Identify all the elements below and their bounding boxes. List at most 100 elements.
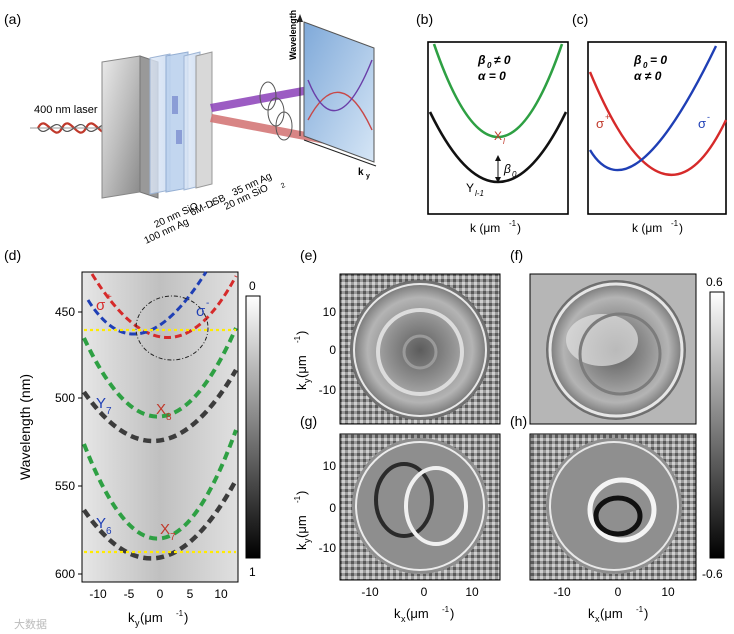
c-xlabel-end: ) <box>679 221 683 235</box>
e-ylabel-sub: y <box>302 378 312 383</box>
d-y7-sub: 7 <box>106 406 112 417</box>
map-f-inner-bright <box>566 314 638 366</box>
g-xtick-0: 0 <box>421 585 428 599</box>
g-ylabel-exp: -1 <box>293 495 302 503</box>
h-xlabel-exp: -1 <box>636 605 644 614</box>
layer-label-2-sub: 2 <box>210 200 217 208</box>
d-ylabel: Wavelength (nm) <box>17 374 33 480</box>
c-cond2: α ≠ 0 <box>634 69 662 83</box>
d-ytick-600: 600 <box>55 567 75 581</box>
g-xlabel-sub: x <box>401 614 406 624</box>
g-ylabel-end: (μm <box>294 515 309 538</box>
panel-e: (e) <box>300 247 501 425</box>
c-left-sup: + <box>605 112 610 122</box>
panel-b: (b) β 0 ≠ 0 α = 0 X l β 0 Y l-1 k (μm -1… <box>416 11 569 235</box>
map-e-disk <box>350 280 490 420</box>
c-cond1-sub: 0 <box>643 61 648 70</box>
d-sp: σ <box>96 297 106 314</box>
c-right-sup: - <box>707 112 710 122</box>
d-colorbar <box>245 295 261 559</box>
b-lower-label: Y <box>466 181 474 195</box>
d-x7: X <box>160 521 170 538</box>
panel-c: (c) β 0 = 0 α ≠ 0 σ + σ - k (μm -1 ) <box>572 11 728 235</box>
g-ytick-10: 10 <box>323 459 337 473</box>
d-ytick-500: 500 <box>55 391 75 405</box>
screen-ylabel: Wavelength <box>288 10 298 60</box>
watermark: 大数据 <box>14 617 47 631</box>
d-xtick-0: 0 <box>157 587 164 601</box>
d-xtick-5: 5 <box>187 587 194 601</box>
screen-dispersion <box>307 59 373 131</box>
d-sigma-plus-band <box>90 273 238 339</box>
b-cond2: α = 0 <box>478 69 506 83</box>
h-xlabel-end: (μm <box>600 606 623 621</box>
d-xlabel-exp: -1 <box>176 609 184 618</box>
map-g-ring-outer <box>355 441 485 571</box>
screen-xlabel: k <box>358 167 364 178</box>
d-sm-sup: - <box>206 298 209 309</box>
d-xlabel-sub: y <box>135 618 140 628</box>
d-xtick-10: 10 <box>214 587 228 601</box>
h-xtick-0: 0 <box>615 585 622 599</box>
panel-a-label: (a) <box>4 11 21 27</box>
b-gap-arrow-down <box>495 177 501 183</box>
map-f-ring-mid <box>578 312 662 396</box>
c-cond1-rest: = 0 <box>650 53 667 67</box>
g-xlabel-close: ) <box>450 606 454 621</box>
map-e-ring-outer <box>353 283 487 417</box>
dsb-mark-2 <box>176 130 182 144</box>
d-xtick-m5: -5 <box>124 587 135 601</box>
panel-b-label: (b) <box>416 11 433 27</box>
b-upper-label: X <box>494 129 502 143</box>
panel-a: (a) 400 nm laser 100 nm Ag 20 nm SiO 2 6… <box>4 10 377 247</box>
e-ylabel-close: ) <box>294 331 309 335</box>
polarization-circles <box>259 81 293 141</box>
h-xlabel-group: k x (μm -1 ) <box>588 605 648 624</box>
panel-b-frame <box>427 41 569 215</box>
d-sm: σ <box>196 303 206 320</box>
b-gap-arrow-up <box>495 155 501 161</box>
d-black-bands <box>82 368 238 561</box>
d-y6-sub: 6 <box>106 526 112 537</box>
h-xtick-m10: -10 <box>553 585 571 599</box>
c-xlabel-exp: -1 <box>671 219 679 228</box>
d-colorbar-bottom: 1 <box>249 565 256 579</box>
panel-c-label: (c) <box>572 11 588 27</box>
laser-label: 400 nm laser <box>34 104 98 116</box>
maps-axes: 10 0 -10 k y (μm -1 ) 10 0 -10 k y (μm -… <box>293 305 675 624</box>
g-ylabel-group: k y (μm -1 ) <box>293 491 312 550</box>
panel-f: (f) <box>510 247 697 425</box>
d-ytick-450: 450 <box>55 305 75 319</box>
panel-d: (d) σ + σ - Y 7 X 8 Y 6 X <box>4 247 261 628</box>
b-upper-band <box>432 43 564 139</box>
c-right-label: σ <box>698 116 706 131</box>
g-xlabel: k <box>394 606 401 621</box>
g-ylabel: k <box>294 543 309 550</box>
g-ytick-0: 0 <box>329 501 336 515</box>
d-x8: X <box>156 401 166 418</box>
d-x7-sub: 7 <box>170 532 176 543</box>
e-ylabel: k <box>294 383 309 390</box>
ag-layer-35nm <box>195 51 213 189</box>
e-ylabel-exp: -1 <box>293 335 302 343</box>
b-xlabel-end: ) <box>517 221 521 235</box>
layer-label-4-sub: 2 <box>280 182 287 190</box>
panel-g: (g) <box>300 413 501 581</box>
g-xlabel-exp: -1 <box>442 605 450 614</box>
d-y6: Y <box>96 515 106 532</box>
g-xtick-m10: -10 <box>361 585 379 599</box>
c-sigma-plus-band <box>588 71 728 177</box>
e-ylabel-group: k y (μm -1 ) <box>293 331 312 390</box>
g-xtick-10: 10 <box>465 585 479 599</box>
g-ytick-m10: -10 <box>319 541 337 555</box>
d-band-y6 <box>82 478 238 561</box>
map-f-ring-outer <box>548 282 684 418</box>
b-xlabel-exp: -1 <box>509 219 517 228</box>
g-xlabel-end: (μm <box>406 606 429 621</box>
layer-label-3: 6M-DSB <box>189 193 228 219</box>
panel-g-label: (g) <box>300 413 317 429</box>
c-sigma-minus-band <box>588 45 718 172</box>
b-cond1: β <box>477 53 486 67</box>
maps-colorbar-bottom: -0.6 <box>702 567 723 581</box>
d-ytick-550: 550 <box>55 479 75 493</box>
